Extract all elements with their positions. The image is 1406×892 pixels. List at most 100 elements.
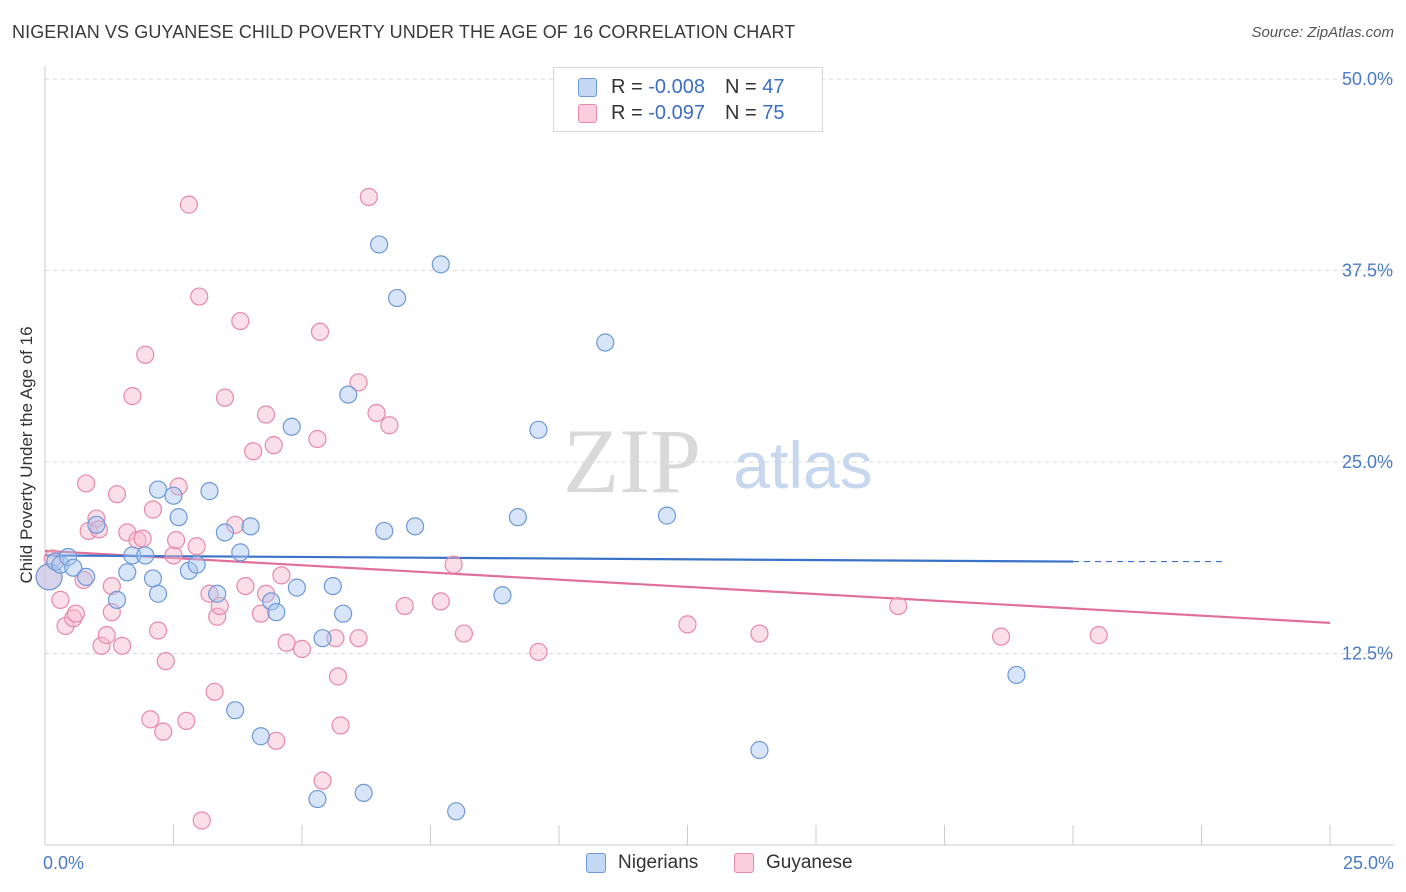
data-point-guyanese [226,515,245,534]
data-point-nigerians [596,333,615,352]
data-point-guyanese [66,604,85,623]
axes [44,66,1394,846]
trend-line-nigerians [44,554,1074,563]
data-point-guyanese [77,474,96,493]
legend-r-label: R = [611,101,643,124]
data-point-nigerians [208,584,227,603]
data-point-guyanese [102,576,121,596]
data-point-guyanese [292,639,312,659]
data-point-nigerians [77,567,96,587]
stats-legend: R = -0.008 N = 47 R = -0.097 N = 75 [553,67,823,132]
data-point-nigerians [375,521,394,541]
legend-label-nigerians: Nigerians [618,852,699,873]
data-point-guyanese [166,531,186,550]
data-point-nigerians [200,482,219,501]
watermark: ZIP atlas [563,410,873,512]
chart-title: NIGERIAN VS GUYANESE CHILD POVERTY UNDER… [12,22,796,42]
data-point-guyanese [264,436,283,455]
legend-n-value: 47 [762,75,785,98]
data-point-guyanese [107,485,127,504]
data-point-guyanese [179,195,199,214]
data-point-guyanese [349,629,368,648]
data-point-nigerians [354,783,373,803]
data-point-guyanese [326,629,345,648]
data-point-guyanese [143,500,163,519]
data-point-nigerians [148,480,168,499]
legend-r-value: -0.008 [648,75,705,98]
data-point-guyanese [267,731,286,750]
data-point-guyanese [169,477,188,496]
data-point-nigerians [370,235,389,254]
data-point-guyanese [74,570,93,590]
data-point-nigerians [136,546,155,565]
data-point-guyanese [156,652,175,671]
data-point-nigerians [447,802,466,821]
data-point-nigerians [118,563,137,582]
legend-row-nigerians: R = -0.008 N = 47 [578,75,784,99]
data-point-nigerians [267,603,286,622]
watermark-zip: ZIP [563,410,701,512]
legend-item-guyanese: Guyanese [734,852,853,874]
data-point-guyanese [236,576,255,596]
data-point-nigerians [282,417,301,436]
watermark-atlas: atlas [733,428,872,502]
data-point-guyanese [678,615,697,634]
data-point-guyanese [313,771,332,790]
data-point-nigerians [251,727,270,746]
data-point-guyanese [349,373,368,392]
data-point-nigerians [287,578,306,597]
data-point-guyanese [331,716,350,735]
data-point-nigerians [313,629,332,648]
data-point-nigerians [387,288,407,308]
data-point-nigerians [215,523,234,542]
data-point-guyanese [177,711,196,731]
data-point-nigerians [493,586,512,605]
legend-n-value: 75 [762,101,785,124]
data-point-guyanese [328,667,348,686]
legend-swatch-blue [586,853,606,873]
data-point-guyanese [272,566,291,585]
data-point-nigerians [431,255,450,274]
data-point-guyanese [750,624,769,643]
data-point-guyanese [256,405,276,424]
data-point-nigerians [148,584,168,603]
legend-n-label: N = [724,75,757,98]
data-point-guyanese [56,616,75,636]
data-point-nigerians [123,546,142,565]
data-point-guyanese [92,636,111,655]
series-legend: Nigerians Guyanese [0,852,1406,876]
source-attribution: Source: ZipAtlas.com [1251,24,1394,41]
data-point-nigerians [323,576,342,596]
data-point-guyanese [308,429,327,449]
data-point-nigerians [231,543,250,562]
data-point-nigerians [262,592,281,611]
legend-swatch-pink [578,103,597,123]
trend-line-guyanese [44,549,1331,624]
data-point-guyanese [1089,626,1108,645]
data-point-guyanese [192,811,211,830]
data-point-guyanese [244,442,263,461]
data-point-guyanese [231,311,250,331]
data-point-nigerians [187,555,206,574]
data-point-nigerians [164,486,183,505]
legend-item-nigerians: Nigerians [586,852,698,874]
data-point-guyanese [367,403,386,423]
data-point-guyanese [141,710,160,729]
data-point-guyanese [154,722,173,741]
data-point-guyanese [529,642,548,662]
data-point-nigerians [750,740,769,760]
legend-r-value: -0.097 [648,101,705,124]
data-point-guyanese [187,537,206,556]
data-point-nigerians [1007,665,1026,685]
x-axis-min-label: 0.0% [43,853,85,873]
data-point-guyanese [395,596,414,616]
data-point-guyanese [123,387,142,406]
data-point-nigerians [405,517,425,536]
data-point-nigerians [59,547,78,567]
data-point-nigerians [64,558,83,577]
data-point-guyanese [277,633,296,652]
legend-row-guyanese: R = -0.097 N = 75 [578,101,784,125]
data-point-guyanese [359,187,378,207]
data-point-nigerians [169,508,188,527]
data-point-guyanese [215,388,234,407]
